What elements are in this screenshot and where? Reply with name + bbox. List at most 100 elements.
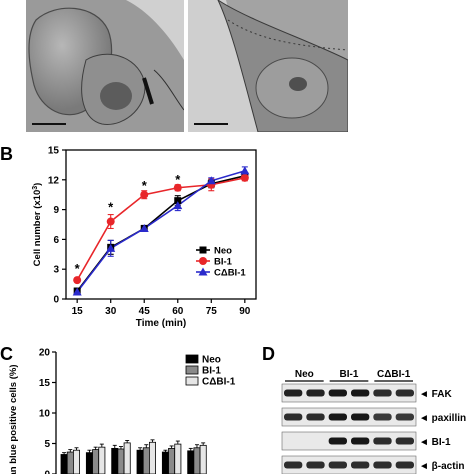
c-bar	[98, 446, 106, 474]
b-significance-mark: *	[75, 261, 81, 276]
d-band	[395, 389, 414, 397]
d-band-label: ◄ BI-1	[419, 437, 451, 448]
b-x-tick-label: 90	[239, 306, 251, 317]
micrograph-right	[188, 0, 348, 132]
b-x-tick-label: 60	[172, 306, 184, 317]
c-legend-label: CΔBI-1	[202, 377, 236, 388]
b-x-tick-label: 30	[105, 306, 117, 317]
b-x-tick-label: 75	[206, 306, 218, 317]
b-y-axis-label: Cell number (x103)	[32, 183, 44, 267]
b-significance-mark: *	[108, 200, 114, 215]
d-band	[373, 413, 392, 421]
d-band-label: ◄ β-actin	[419, 461, 464, 472]
d-band	[328, 413, 347, 421]
d-band	[328, 461, 347, 469]
b-series-line-2	[76, 170, 246, 293]
c-y-tick-label: 10	[39, 409, 51, 420]
panel-letter-c: C	[0, 344, 13, 364]
b-point-2	[72, 287, 82, 296]
d-band	[351, 437, 370, 445]
c-bar	[148, 441, 156, 474]
b-legend-marker	[198, 267, 208, 276]
tem-image-right	[188, 0, 348, 132]
c-bar	[161, 451, 169, 474]
b-legend-marker	[199, 257, 207, 265]
c-bar	[111, 447, 119, 474]
b-significance-mark: *	[175, 172, 181, 187]
c-bar	[117, 448, 125, 474]
c-legend-label: Neo	[202, 355, 221, 366]
b-point-2	[139, 223, 149, 232]
western-blot-d: D Neo BI-1 CΔBI-1 ◄ FAK ◄ paxillin ◄ BI-1 ◄ β-…	[262, 344, 466, 474]
d-band	[284, 461, 303, 469]
c-legend-label: BI-1	[202, 366, 221, 377]
b-legend-marker	[199, 246, 207, 254]
d-lane-label: BI-1	[340, 369, 359, 380]
c-bar	[142, 447, 150, 474]
b-legend-label: Neo	[214, 246, 232, 257]
d-band	[351, 389, 370, 397]
c-y-tick-label: 15	[39, 378, 51, 389]
d-band	[351, 461, 370, 469]
c-legend-swatch	[185, 354, 199, 364]
c-bar	[92, 449, 100, 474]
d-band-label: ◄ paxillin	[419, 413, 466, 424]
d-band	[284, 389, 303, 397]
b-point-2	[106, 243, 116, 252]
b-y-tick-label: 15	[48, 146, 60, 157]
c-bar	[123, 442, 131, 474]
d-band	[328, 389, 347, 397]
d-band	[328, 437, 347, 445]
b-y-tick-label: 12	[48, 175, 60, 186]
c-bar	[199, 444, 207, 474]
c-bar	[73, 449, 81, 474]
d-band	[395, 437, 414, 445]
b-point-2	[240, 166, 250, 175]
d-band	[351, 413, 370, 421]
b-y-tick-label: 3	[53, 265, 59, 276]
b-point-1	[240, 173, 249, 182]
c-bar	[66, 451, 74, 474]
b-point-1	[173, 183, 182, 192]
c-bar	[193, 447, 201, 474]
b-x-tick-label: 15	[72, 306, 84, 317]
b-point-1	[106, 217, 115, 226]
b-point-0	[174, 197, 182, 205]
d-blot-strip	[281, 455, 417, 474]
d-band	[395, 413, 414, 421]
d-band	[373, 461, 392, 469]
b-series-line-1	[76, 177, 245, 281]
d-band	[306, 413, 325, 421]
d-band	[395, 461, 414, 469]
b-point-2	[206, 176, 216, 185]
b-point-1	[73, 276, 82, 285]
panel-letter-d: D	[262, 344, 275, 364]
panel-letter-b: B	[0, 144, 13, 164]
b-legend-label: BI-1	[214, 257, 233, 268]
c-bar	[85, 452, 93, 474]
d-band	[306, 389, 325, 397]
d-blot-strip	[281, 407, 417, 427]
b-x-axis-label: Time (min)	[136, 318, 186, 329]
b-x-tick-label: 45	[139, 306, 151, 317]
c-bar	[174, 443, 182, 474]
b-plot-frame	[65, 149, 257, 300]
d-band	[306, 461, 325, 469]
b-y-tick-label: 6	[53, 235, 59, 246]
c-bar	[168, 447, 176, 474]
c-y-tick-label: 5	[44, 439, 50, 450]
d-lane-label: Neo	[295, 369, 314, 380]
b-legend-label: CΔBI-1	[214, 268, 246, 279]
c-y-axis-label: an blue positive cells (%)	[8, 365, 19, 474]
c-bar	[136, 449, 144, 474]
c-y-tick-label: 20	[39, 348, 51, 359]
d-band	[373, 389, 392, 397]
d-band-label: ◄ FAK	[419, 389, 452, 400]
d-blot-strip	[281, 383, 417, 403]
b-y-tick-label: 0	[53, 295, 59, 306]
c-bar	[60, 454, 68, 474]
tem-image-left	[26, 0, 184, 132]
